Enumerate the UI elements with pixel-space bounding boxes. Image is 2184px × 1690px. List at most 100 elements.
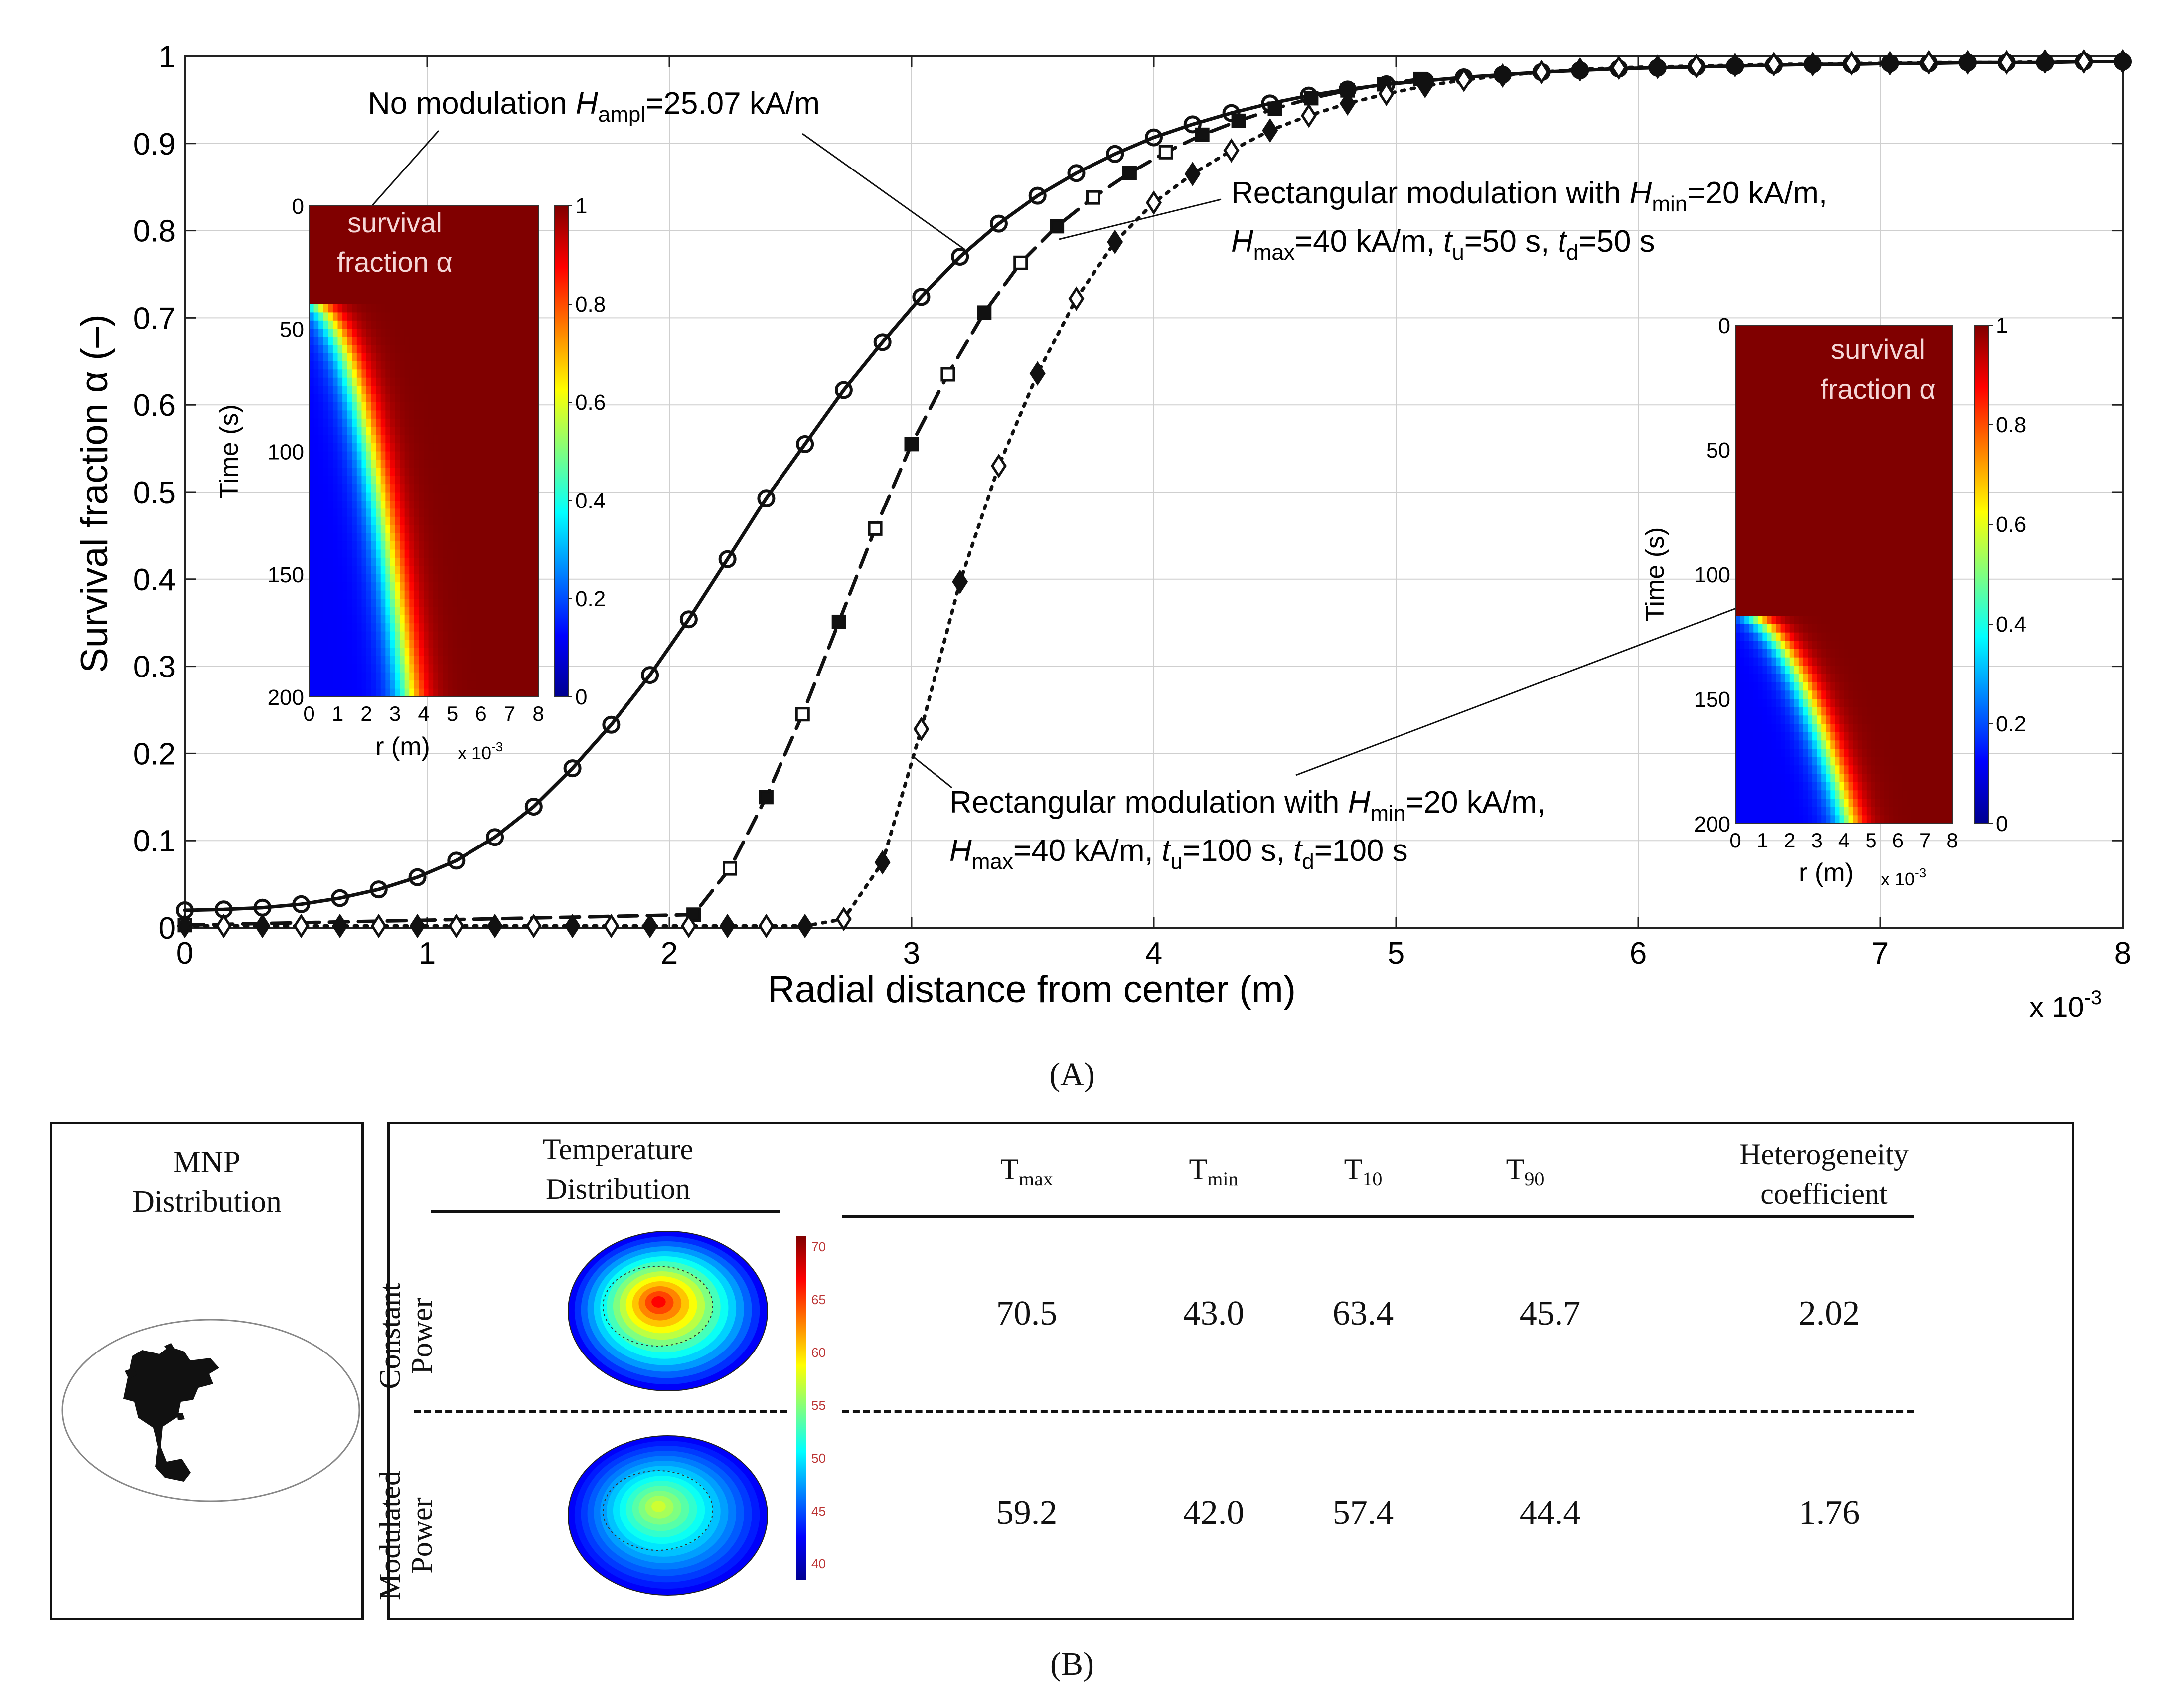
heatmap-cell [390, 369, 396, 378]
heatmap-cell [476, 549, 481, 558]
heatmap-cell [457, 394, 463, 403]
heatmap-cell [1789, 616, 1795, 625]
heatmap-cell [1744, 425, 1749, 434]
heatmap-cell [1753, 516, 1758, 525]
heatmap-cell [400, 369, 405, 378]
heatmap-cell [376, 271, 381, 280]
heatmap-cell [347, 648, 352, 657]
heatmap-cell [1907, 383, 1912, 392]
heatmap-cell [1753, 466, 1758, 475]
heatmap-cell [1853, 391, 1858, 400]
heatmap-cell [323, 459, 328, 468]
heatmap-cell [424, 418, 429, 427]
heatmap-cell [438, 386, 443, 395]
heatmap-cell [419, 688, 424, 697]
heatmap-cell [323, 206, 328, 215]
heatmap-cell [1844, 524, 1849, 533]
heatmap-cell [524, 230, 529, 239]
heatmap-cell [524, 279, 529, 288]
heatmap-cell [457, 574, 463, 583]
heatmap-cell [452, 214, 458, 223]
heatmap-cell [433, 607, 439, 616]
heatmap-cell [1803, 475, 1808, 484]
heatmap-cell [1902, 500, 1907, 508]
heatmap-cell [347, 484, 352, 493]
heatmap-cell [385, 369, 391, 378]
heatmap-cell [424, 476, 429, 485]
heatmap-cell [1938, 433, 1944, 442]
heatmap-cell [485, 672, 491, 681]
heatmap-cell [1798, 425, 1804, 434]
heatmap-cell [404, 410, 410, 419]
heatmap-cell [1920, 425, 1926, 434]
heatmap-cell [309, 501, 314, 509]
heatmap-cell [404, 435, 410, 444]
heatmap-cell [471, 516, 477, 525]
heatmap-cell [1780, 566, 1786, 575]
heatmap-cell [1735, 557, 1740, 566]
heatmap-cell [433, 443, 439, 452]
heatmap-cell [481, 640, 486, 649]
heatmap-cell [1740, 483, 1745, 492]
heatmap-cell [476, 680, 481, 689]
heatmap-cell [385, 549, 391, 558]
heatmap-cell [519, 648, 524, 657]
heatmap-cell [404, 443, 410, 452]
heatmap-cell [1893, 333, 1898, 342]
heatmap-cell [385, 288, 391, 297]
heatmap-cell [332, 648, 338, 657]
heatmap-cell [490, 582, 496, 591]
heatmap-cell [1812, 491, 1817, 500]
heatmap-cell [366, 492, 372, 501]
heatmap-cell [1830, 624, 1835, 633]
heatmap-cell [1740, 408, 1745, 417]
heatmap-cell [504, 533, 510, 542]
heatmap-cell [1898, 400, 1903, 409]
heatmap-cell [313, 501, 319, 509]
heatmap-cell [519, 516, 524, 525]
heatmap-cell [361, 263, 367, 272]
heatmap-cell [1753, 441, 1758, 450]
heatmap-cell [485, 386, 491, 395]
heatmap-cell [395, 206, 400, 215]
heatmap-cell [1880, 433, 1885, 442]
heatmap-cell [471, 377, 477, 386]
heatmap-cell [1880, 441, 1885, 450]
heatmap-cell [400, 672, 405, 681]
heatmap-cell [366, 304, 372, 313]
heatmap-cell [1794, 350, 1799, 359]
heatmap-cell [376, 484, 381, 493]
heatmap-cell [361, 484, 367, 493]
heatmap-cell [1803, 433, 1808, 442]
heatmap-cell [1817, 532, 1822, 541]
heatmap-cell [1898, 566, 1903, 575]
heatmap-cell [1803, 524, 1808, 533]
heatmap-cell [1907, 466, 1912, 475]
heatmap-cell [519, 271, 524, 280]
heatmap-cell [309, 353, 314, 362]
heatmap-cell [419, 402, 424, 411]
heatmap-cell [1835, 582, 1840, 591]
heatmap-cell [509, 279, 515, 288]
heatmap-cell [1947, 400, 1953, 409]
heatmap-cell [400, 525, 405, 534]
heatmap-cell [1943, 574, 1948, 583]
heatmap-cell [1767, 366, 1772, 375]
heatmap-cell [1835, 507, 1840, 516]
heatmap-cell [1826, 491, 1831, 500]
heatmap-cell [1848, 433, 1854, 442]
heatmap-cell [457, 402, 463, 411]
heatmap-cell [1789, 524, 1795, 533]
heatmap-cell [519, 582, 524, 591]
x-tick-label: 3 [903, 936, 920, 971]
heatmap-cell [467, 623, 472, 632]
heatmap-cell [438, 468, 443, 477]
heatmap-cell [433, 353, 439, 362]
heatmap-cell [361, 476, 367, 485]
heatmap-cell [347, 345, 352, 354]
heatmap-cell [433, 288, 439, 297]
heatmap-cell [509, 607, 515, 616]
heatmap-cell [313, 484, 319, 493]
heatmap-cell [385, 516, 391, 525]
heatmap-cell [404, 353, 410, 362]
